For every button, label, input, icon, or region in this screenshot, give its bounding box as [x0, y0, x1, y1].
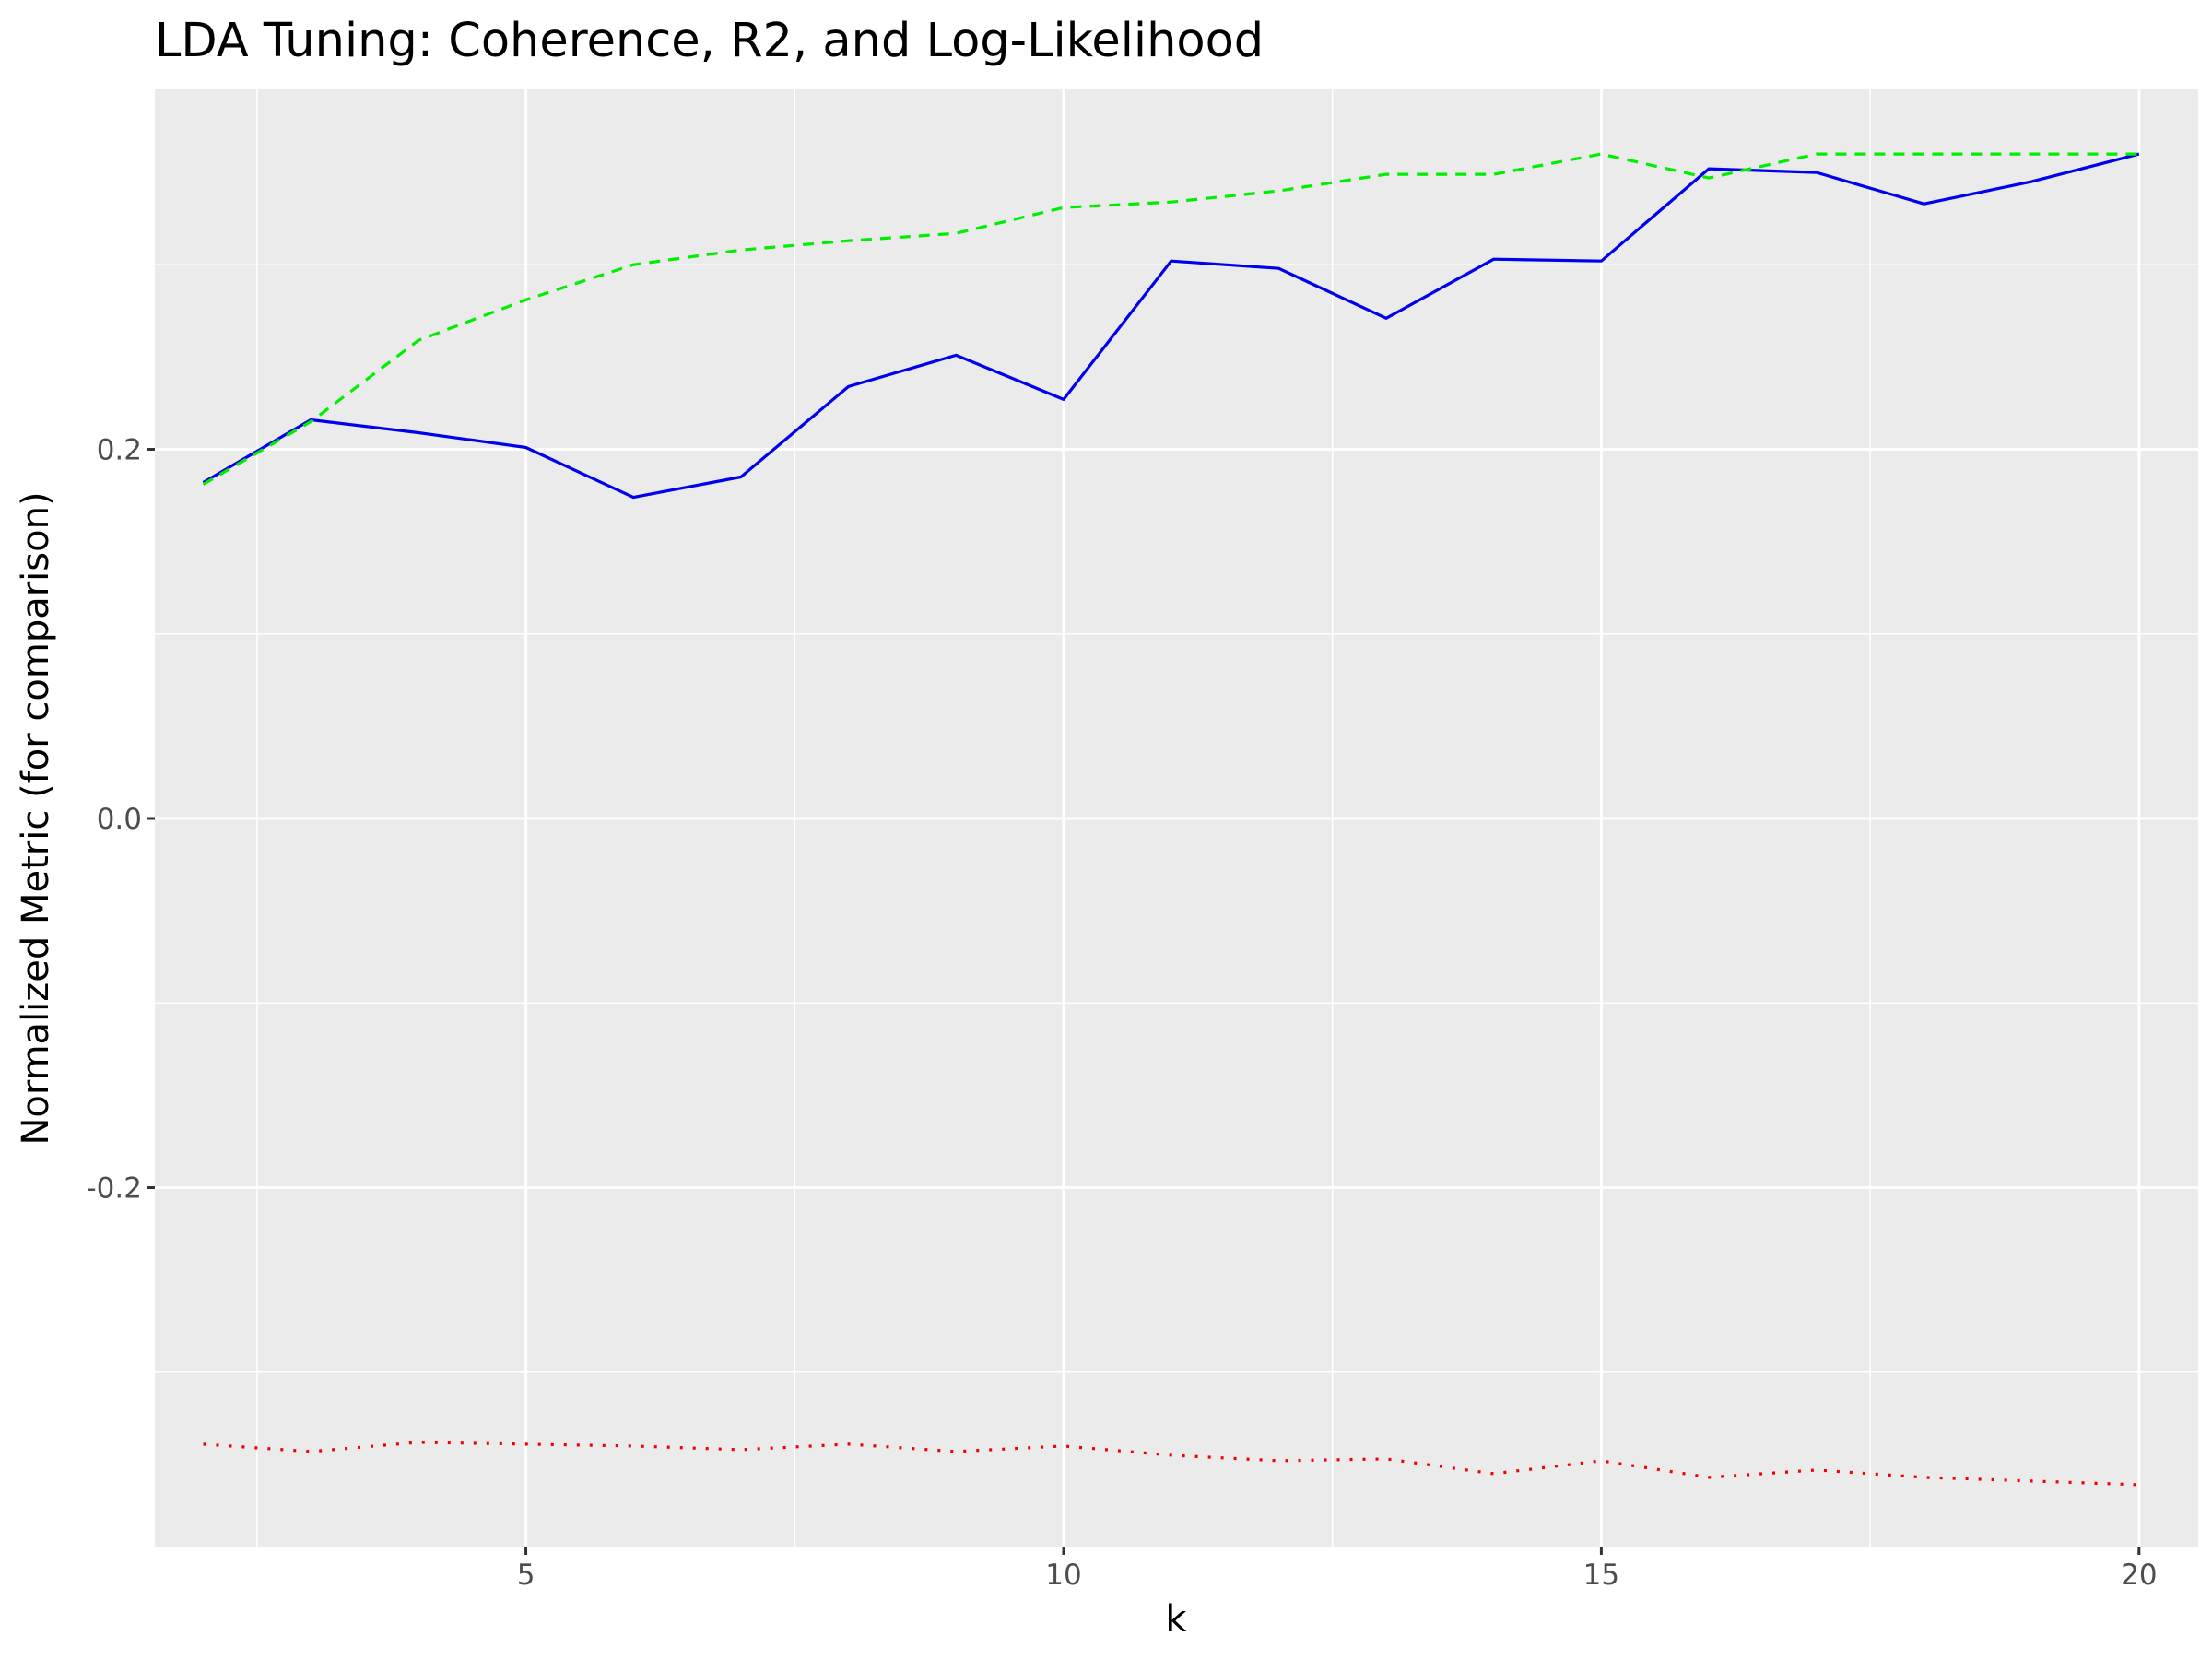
x-tick-label: 20: [2121, 1559, 2157, 1592]
series-layer: [202, 152, 2140, 1487]
series-line-2: [202, 152, 2139, 486]
chart-title: LDA Tuning: Coherence, R2, and Log-Likel…: [155, 14, 1264, 68]
x-tick-label: 15: [1583, 1559, 1619, 1592]
y-axis-label: Normalized Metric (for comparison): [15, 491, 57, 1145]
y-tick-label: 0.0: [97, 803, 142, 836]
y-tick-label: 0.2: [97, 433, 142, 466]
series-line-3: [203, 1441, 2139, 1487]
axis-ticks: [147, 447, 2141, 1555]
y-tick-label: -0.2: [87, 1172, 143, 1206]
x-axis-label: k: [1165, 1598, 1187, 1641]
tick-labels: 5 10 15 20 -0.2 0.0 0.2: [87, 433, 2158, 1592]
x-tick-label: 10: [1045, 1559, 1081, 1592]
x-tick-label: 5: [517, 1559, 535, 1592]
major-gridlines: [155, 89, 2198, 1547]
series-line-1: [202, 152, 2140, 500]
